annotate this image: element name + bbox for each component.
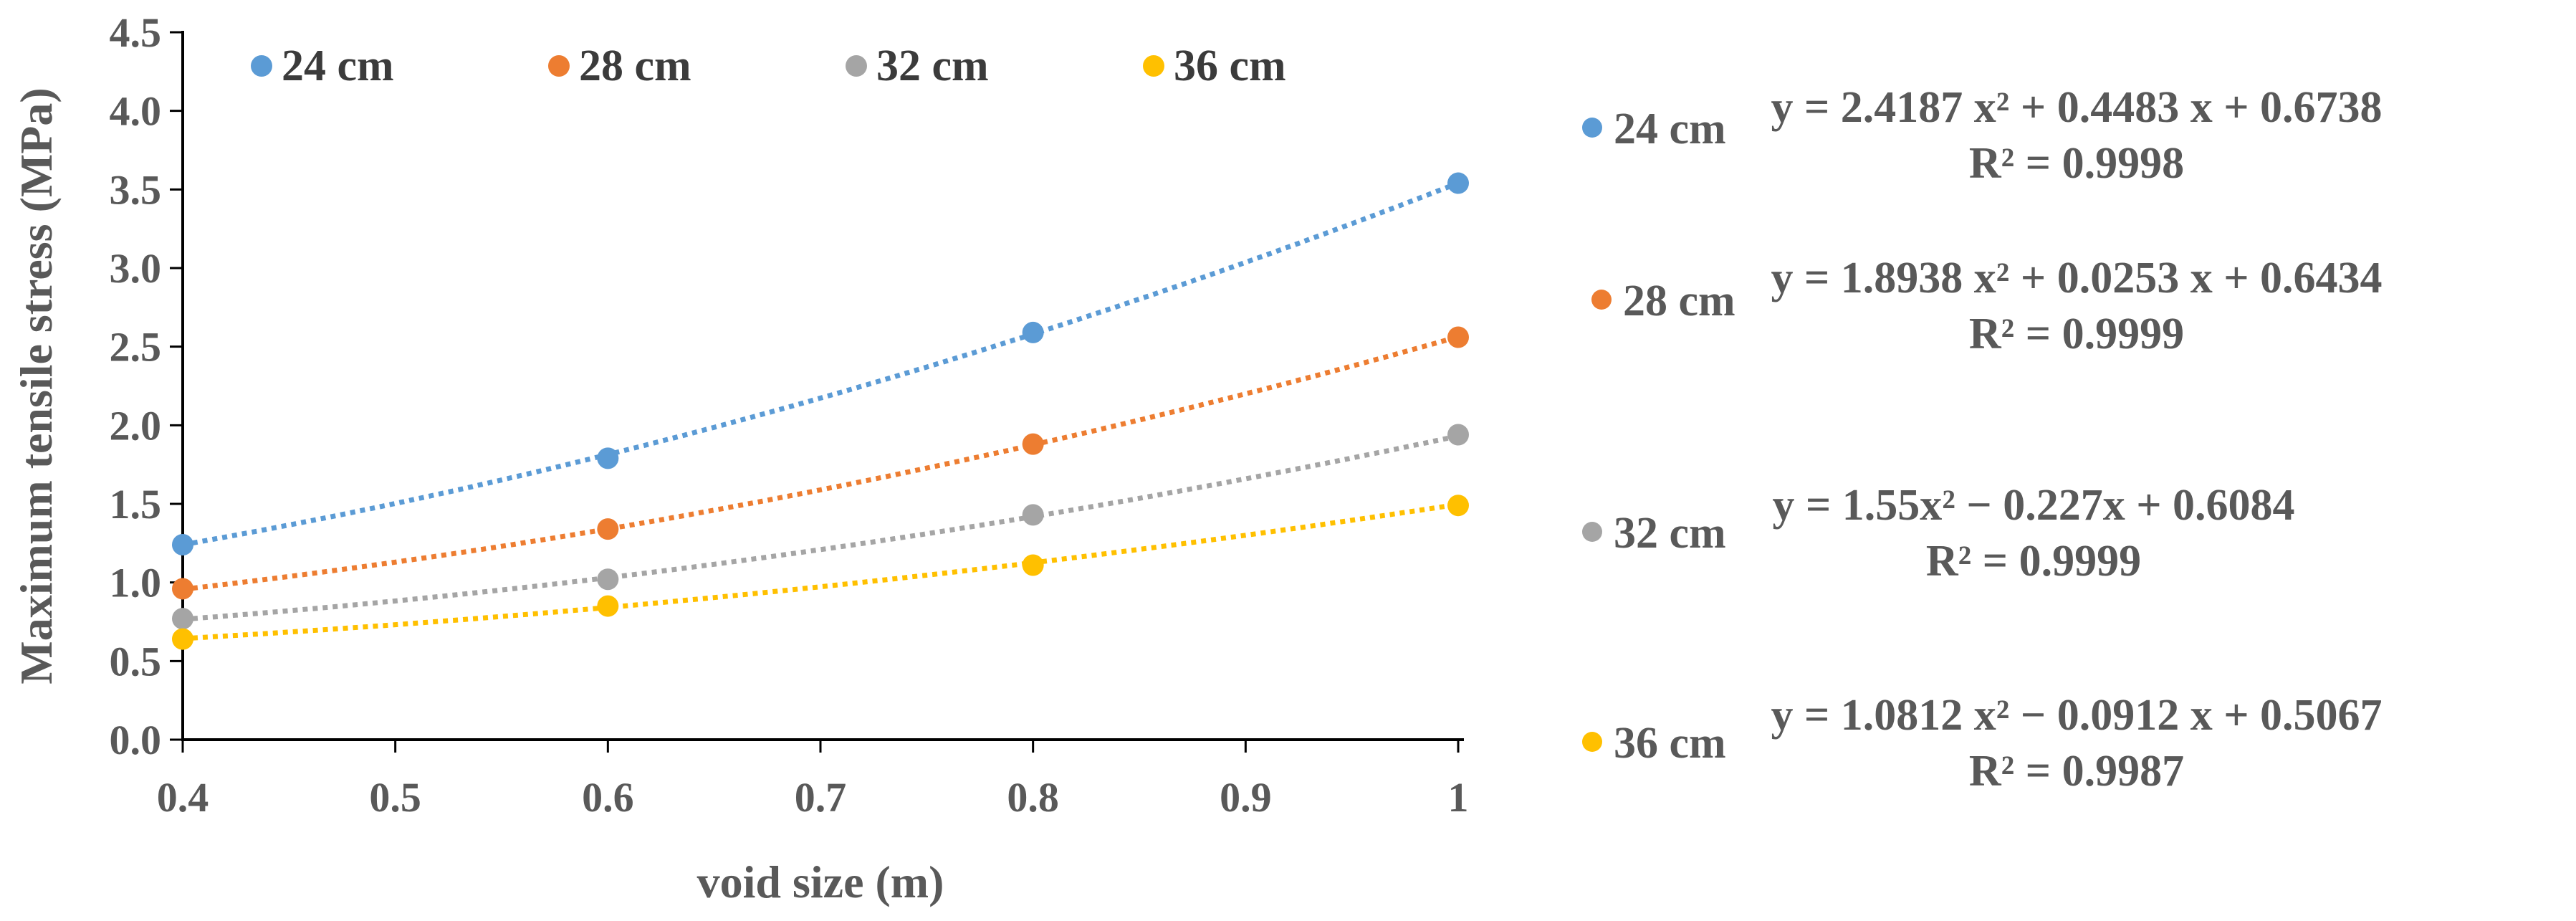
trendline-r-squared: R² = 0.9999 — [1969, 310, 2184, 358]
side-legend-label: 36 cm — [1614, 719, 1726, 768]
legend-label: 28 cm — [579, 42, 691, 90]
y-tick-label: 3.5 — [110, 166, 162, 213]
data-point-24cm — [1022, 321, 1044, 343]
legend-marker — [1143, 55, 1164, 77]
legend-marker — [548, 55, 570, 77]
x-tick-label: 1 — [1448, 774, 1469, 821]
y-tick-label: 2.5 — [110, 324, 162, 371]
data-point-32cm — [1022, 504, 1044, 526]
x-tick-label: 0.9 — [1220, 774, 1272, 821]
legend-label: 36 cm — [1174, 42, 1286, 90]
x-tick-label: 0.6 — [582, 774, 634, 821]
trendline-r-squared: R² = 0.9998 — [1969, 139, 2184, 188]
y-tick-label: 4.0 — [110, 88, 162, 135]
data-point-28cm — [1022, 433, 1044, 455]
y-tick-label: 3.0 — [110, 245, 162, 292]
top-legend: 24 cm 28 cm 32 cm 36 cm — [251, 42, 1286, 90]
data-point-32cm — [1447, 424, 1469, 446]
trendline-24cm — [182, 181, 1460, 548]
side-legend-label: 24 cm — [1614, 105, 1726, 153]
x-tick-label: 0.8 — [1007, 774, 1059, 821]
side-legend-marker — [1582, 522, 1602, 542]
data-point-28cm — [597, 518, 619, 540]
x-tick-label: 0.5 — [369, 774, 421, 821]
trendline-32cm — [182, 433, 1459, 622]
data-point-36cm — [597, 595, 619, 617]
legend-marker — [251, 55, 272, 77]
trendline-equation: y = 1.8938 x² + 0.0253 x + 0.6434 — [1771, 254, 2382, 302]
trendline-equations-panel: 24 cm y = 2.4187 x² + 0.4483 x + 0.6738 R²… — [1582, 83, 2383, 796]
data-point-24cm — [172, 534, 193, 556]
y-tick-label: 0.5 — [110, 638, 162, 684]
trendline-36cm — [182, 502, 1459, 641]
data-point-28cm — [1447, 326, 1469, 348]
data-point-24cm — [597, 447, 619, 469]
y-tick-label: 2.0 — [110, 402, 162, 449]
legend-marker — [846, 55, 867, 77]
legend-label: 24 cm — [282, 42, 394, 90]
data-point-32cm — [172, 608, 193, 630]
y-tick-label: 1.5 — [110, 481, 162, 528]
side-legend-marker — [1582, 118, 1602, 138]
data-points — [172, 172, 1469, 650]
side-legend-label: 28 cm — [1623, 277, 1735, 325]
trendline-equation: y = 1.0812 x² − 0.0912 x + 0.5067 — [1771, 691, 2382, 740]
trendline-r-squared: R² = 0.9987 — [1969, 747, 2184, 796]
y-axis-title: Maximum tensile stress (MPa) — [11, 87, 62, 684]
data-point-32cm — [597, 568, 619, 591]
trendline-28cm — [182, 334, 1459, 592]
x-tick-label: 0.7 — [795, 774, 847, 821]
y-tick-label: 1.0 — [110, 560, 162, 606]
y-tick-label: 0.0 — [110, 717, 162, 763]
y-tick-label: 4.5 — [110, 9, 162, 56]
trendline-equation: y = 2.4187 x² + 0.4483 x + 0.6738 — [1771, 83, 2382, 132]
side-legend-label: 32 cm — [1614, 509, 1726, 558]
legend-label: 32 cm — [876, 42, 989, 90]
side-legend-marker — [1582, 732, 1602, 752]
axes: 0.0 0.5 1.0 1.5 2.0 2.5 3.0 3.5 4.0 4.5 0.4 0.5 0.6 0… — [11, 9, 1469, 907]
trendline-equation: y = 1.55x² − 0.227x + 0.6084 — [1772, 481, 2294, 530]
data-point-36cm — [172, 628, 193, 650]
data-point-28cm — [172, 578, 193, 600]
x-tick-label: 0.4 — [157, 774, 209, 821]
x-axis-title: void size (m) — [697, 856, 944, 907]
trendlines — [182, 181, 1460, 641]
side-legend-marker — [1591, 290, 1612, 310]
trendline-r-squared: R² = 0.9999 — [1926, 537, 2141, 586]
data-point-24cm — [1447, 172, 1469, 194]
data-point-36cm — [1447, 495, 1469, 517]
data-point-36cm — [1022, 554, 1044, 576]
